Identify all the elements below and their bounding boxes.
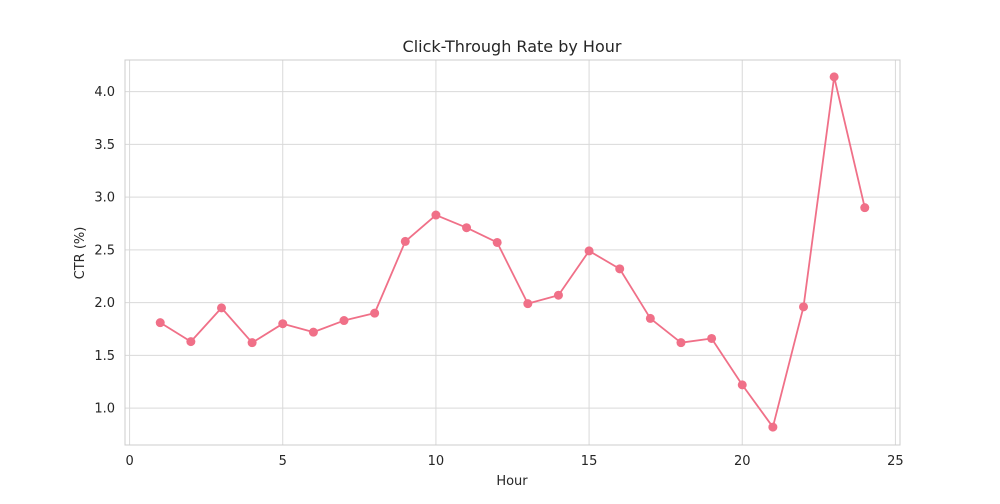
- data-point: [523, 299, 533, 309]
- data-point: [370, 308, 380, 318]
- data-point: [431, 210, 441, 220]
- x-axis-label: Hour: [496, 474, 528, 489]
- data-point: [186, 337, 196, 347]
- grid: [125, 60, 900, 445]
- y-tick-label: 1.0: [94, 402, 115, 417]
- data-point: [768, 422, 778, 432]
- data-point: [799, 302, 809, 312]
- x-tick-label: 0: [125, 454, 133, 469]
- data-point: [553, 290, 563, 300]
- series-line: [159, 75, 866, 428]
- data-point: [492, 237, 502, 247]
- chart-title: Click-Through Rate by Hour: [403, 37, 622, 56]
- x-tick-label: 10: [428, 454, 445, 469]
- y-tick-label: 3.5: [94, 138, 115, 153]
- data-point: [645, 313, 655, 323]
- y-tick-label: 3.0: [94, 191, 115, 206]
- x-tick-label: 25: [887, 454, 904, 469]
- x-tick-label: 20: [734, 454, 751, 469]
- data-point: [707, 333, 717, 343]
- plot-frame: [124, 59, 901, 446]
- x-tick-label: 5: [279, 454, 287, 469]
- y-axis-label: CTR (%): [73, 227, 88, 280]
- data-point: [737, 380, 747, 390]
- data-point: [676, 338, 686, 348]
- data-point: [216, 303, 226, 313]
- data-point: [829, 72, 839, 82]
- data-point: [247, 338, 257, 348]
- series-layer: [155, 72, 870, 432]
- data-point: [278, 319, 288, 329]
- data-point: [462, 223, 472, 233]
- data-point: [584, 246, 594, 256]
- y-tick-label: 2.0: [94, 296, 115, 311]
- data-point: [339, 316, 349, 326]
- data-point: [155, 318, 165, 328]
- x-axis-ticks: 0 5 10 15 20 25: [125, 454, 903, 469]
- y-tick-label: 4.0: [94, 85, 115, 100]
- data-point: [860, 203, 870, 213]
- y-axis-ticks: 1.0 1.5 2.0 2.5 3.0 3.5 4.0: [94, 85, 115, 416]
- data-point: [400, 236, 410, 246]
- y-tick-label: 1.5: [94, 349, 115, 364]
- data-point: [308, 327, 318, 337]
- x-tick-label: 15: [581, 454, 598, 469]
- y-tick-label: 2.5: [94, 243, 115, 258]
- data-point: [615, 264, 625, 274]
